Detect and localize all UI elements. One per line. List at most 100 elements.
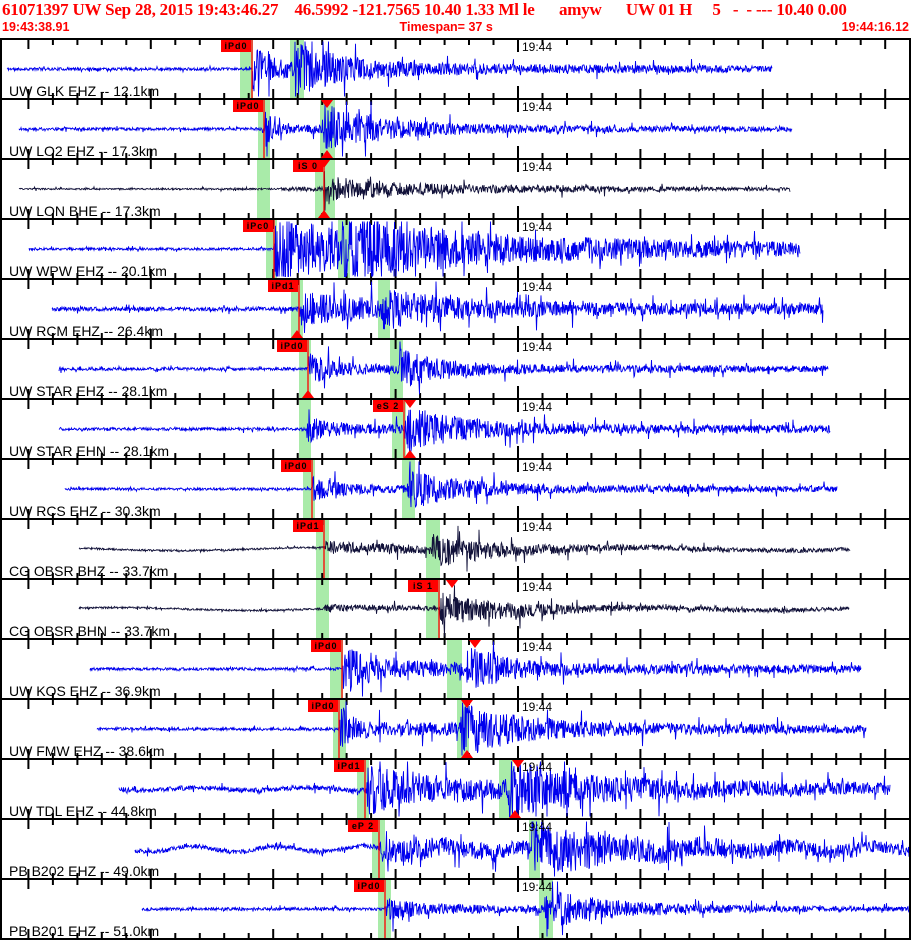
station-label: UW LO2 EHZ -- 17.3km [9, 143, 158, 159]
pick-flag[interactable]: iPd1 [334, 760, 364, 772]
station-label: UW TDL EHZ -- 44.8km [9, 803, 157, 819]
pick-flag[interactable]: iPd1 [268, 280, 298, 292]
trace-waveform [89, 641, 862, 697]
minute-label: 19:44 [522, 160, 553, 174]
trace-row[interactable]: iPd1 19:44 UW RCM EHZ -- 26.4km [2, 278, 909, 338]
minute-label: 19:44 [522, 760, 553, 774]
waveform[interactable] [2, 460, 909, 518]
second-tick-marks [27, 400, 887, 458]
waveform[interactable] [2, 220, 909, 278]
trace-row[interactable]: iPd0 19:44 UW GLK EHZ -- 12.1km [2, 38, 909, 98]
station-label: CG OBSR BHN -- 33.7km [9, 623, 171, 639]
pick-flag[interactable]: iPd0 [308, 700, 338, 712]
waveform[interactable] [2, 280, 909, 338]
second-tick-marks [27, 820, 887, 878]
minute-label: 19:44 [522, 700, 553, 714]
phase-window-band [299, 400, 311, 458]
pick-flag[interactable]: iS 0 [293, 160, 323, 172]
minute-label: 19:44 [522, 640, 553, 654]
trace-waveform [134, 821, 909, 877]
trace-row[interactable]: iPd1 19:44 UW TDL EHZ -- 44.8km [2, 758, 909, 818]
station-label: UW STAR EHN -- 28.1km [9, 443, 169, 459]
pick-flag[interactable]: iPd0 [311, 640, 341, 652]
waveform[interactable] [2, 100, 909, 158]
trace-waveform [78, 525, 851, 572]
trace-waveform [18, 171, 791, 211]
arrival-marker-icon [446, 580, 458, 588]
trace-waveform [28, 221, 801, 277]
waveform[interactable] [2, 760, 909, 818]
trace-row[interactable]: iPd0 19:44 UW RCS EHZ -- 30.3km [2, 458, 909, 518]
waveform[interactable] [2, 580, 909, 638]
pick-flag[interactable]: iPc0 [243, 220, 273, 232]
phase-window-band [316, 520, 329, 578]
station-label: UW LON BHE -- 17.3km [9, 203, 161, 219]
trace-row[interactable]: iPd0 19:44 PB B201 EHZ -- 51.0km [2, 878, 909, 938]
trace-row[interactable]: iPd1 19:44 CG OBSR BHZ -- 33.7km [2, 518, 909, 578]
timespan-label: Timespan= 37 s [399, 20, 493, 34]
trace-waveform [78, 585, 850, 637]
arrival-marker-icon [404, 400, 416, 408]
station-label: PB B202 EHZ -- 49.0km [9, 863, 160, 879]
trace-row[interactable]: eP 2 19:44 PB B202 EHZ -- 49.0km [2, 818, 909, 878]
pick-flag[interactable]: iPd0 [277, 340, 307, 352]
pick-flag[interactable]: iPd0 [233, 100, 263, 112]
trace-waveform [6, 41, 773, 97]
second-tick-marks [27, 280, 887, 338]
trace-waveform [58, 341, 829, 395]
waveform[interactable] [2, 700, 909, 758]
trace-row[interactable]: iPd0 19:44 UW FMW EHZ -- 38.6km [2, 698, 909, 758]
time-window-bar: 19:43:38.91 Timespan= 37 s 19:44:16.12 [0, 20, 911, 35]
pick-flag[interactable]: iPd0 [221, 40, 251, 52]
arrival-marker-icon [404, 450, 416, 458]
minute-label: 19:44 [522, 460, 553, 474]
station-label: UW KOS EHZ -- 36.9km [9, 683, 161, 699]
trace-waveform [141, 881, 909, 937]
second-tick-marks [27, 880, 887, 938]
arrival-marker-icon [321, 150, 333, 158]
waveform[interactable] [2, 820, 909, 878]
event-summary: 61071397 UW Sep 28, 2015 19:43:46.27 46.… [2, 0, 847, 19]
arrival-marker-icon [512, 760, 524, 768]
trace-row[interactable]: iPd0 19:44 UW LO2 EHZ -- 17.3km [2, 98, 909, 158]
trace-row[interactable]: iPc0 19:44 UW WPW EHZ -- 20.1km [2, 218, 909, 278]
station-label: UW RCS EHZ -- 30.3km [9, 503, 161, 519]
waveform[interactable] [2, 400, 909, 458]
station-label: UW STAR EHZ -- 28.1km [9, 383, 168, 399]
minute-label: 19:44 [522, 880, 553, 894]
trace-waveform [51, 281, 824, 334]
pick-flag[interactable]: iS 1 [408, 580, 438, 592]
trace-row[interactable]: eS 2 19:44 UW STAR EHN -- 28.1km [2, 398, 909, 458]
pick-flag[interactable]: eS 2 [373, 400, 403, 412]
station-label: UW WPW EHZ -- 20.1km [9, 263, 167, 279]
minute-label: 19:44 [522, 400, 553, 414]
minute-label: 19:44 [522, 100, 553, 114]
pick-flag[interactable]: iPd0 [281, 460, 311, 472]
window-end-time: 19:44:16.12 [841, 20, 909, 34]
pick-flag[interactable]: iPd1 [293, 520, 323, 532]
trace-row[interactable]: iS 0 19:44 UW LON BHE -- 17.3km [2, 158, 909, 218]
trace-waveform [58, 409, 831, 453]
minute-label: 19:44 [522, 520, 553, 534]
second-tick-marks [27, 100, 887, 158]
waveform[interactable] [2, 880, 909, 938]
arrival-marker-icon [318, 210, 330, 218]
arrival-marker-icon [469, 640, 481, 648]
trace-row[interactable]: iPd0 19:44 UW STAR EHZ -- 28.1km [2, 338, 909, 398]
event-header: 61071397 UW Sep 28, 2015 19:43:46.27 46.… [0, 0, 911, 38]
station-label: PB B201 EHZ -- 51.0km [9, 923, 160, 939]
arrival-marker-icon [291, 330, 303, 338]
pick-flag[interactable]: eP 2 [348, 820, 378, 832]
second-tick-marks [27, 340, 887, 398]
second-tick-marks [27, 460, 887, 518]
trace-row[interactable]: iS 1 19:44 CG OBSR BHN -- 33.7km [2, 578, 909, 638]
phase-window-band [378, 280, 390, 338]
arrival-marker-icon [461, 700, 473, 708]
station-label: UW FMW EHZ -- 38.6km [9, 743, 165, 759]
pick-flag[interactable]: iPd0 [354, 880, 384, 892]
trace-panel: iPd0 19:44 UW GLK EHZ -- 12.1km iPd0 19:44 UW… [0, 38, 911, 940]
waveform[interactable] [2, 340, 909, 398]
phase-window-band [330, 640, 343, 698]
trace-row[interactable]: iPd0 19:44 UW KOS EHZ -- 36.9km [2, 638, 909, 698]
